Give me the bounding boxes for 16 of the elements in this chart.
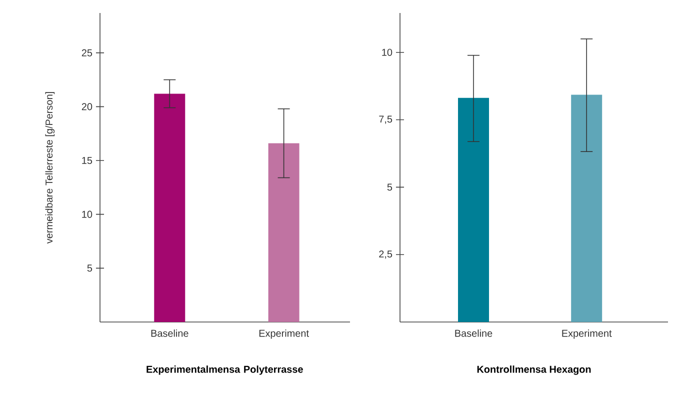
y-tick-label: 15	[82, 157, 92, 164]
y-tick-label: 20	[82, 103, 92, 110]
x-tick-label: Experiment	[562, 330, 612, 339]
y-tick-label: 10	[82, 210, 92, 218]
x-tick-label: Baseline	[151, 330, 188, 337]
x-tick-label: Baseline	[455, 330, 492, 337]
y-tick-label: 5	[87, 264, 92, 272]
x-tick-label: Experiment	[259, 330, 309, 339]
y-tick-label: 7,5	[379, 116, 392, 124]
y-tick-label: 5	[387, 184, 392, 191]
y-tick-label: 25	[82, 49, 92, 56]
y-tick-label: 2,5	[379, 250, 392, 259]
x-axis-title: Kontrollmensa Hexagon	[477, 366, 591, 375]
x-axis-title: Experimentalmensa Polyterrasse	[146, 366, 303, 375]
y-axis-title: vermeidbare Tellerreste [g/Person]	[45, 92, 55, 244]
y-tick-label: 10	[382, 48, 392, 56]
